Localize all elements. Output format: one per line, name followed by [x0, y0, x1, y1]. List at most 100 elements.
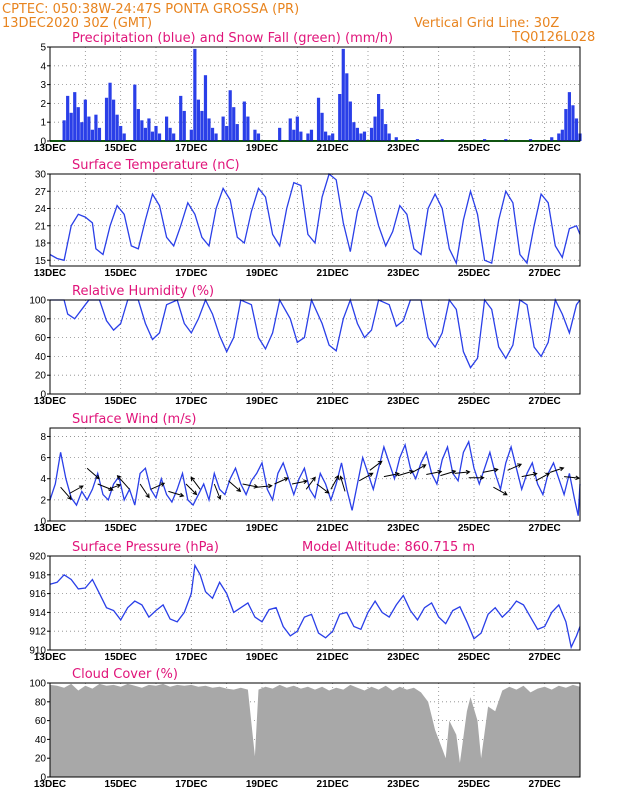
cloud-cover-xtick-label: 27DEC — [529, 779, 561, 790]
precip-bar — [345, 73, 349, 141]
pressure-xtick-label: 25DEC — [458, 652, 490, 663]
precip-bar — [168, 127, 172, 141]
precip-bar — [355, 127, 359, 141]
precip-bar — [165, 116, 169, 141]
precip-bar — [228, 90, 232, 141]
wind-vector-arrow — [440, 469, 457, 477]
precip-bar — [380, 109, 384, 141]
temperature-line — [49, 172, 581, 266]
wind-xtick-label: 21DEC — [317, 523, 349, 534]
precip-bar — [140, 120, 144, 141]
precip-bar — [359, 133, 363, 141]
wind-vector-arrow — [330, 474, 339, 490]
wind-vector-arrow — [69, 485, 84, 494]
precip-bar — [387, 133, 391, 141]
wind-vector-arrow — [213, 483, 222, 500]
pressure-annotation: Model Altitude: 860.715 m — [302, 540, 475, 555]
precipitation-title: Precipitation (blue) and Snow Fall (gree… — [72, 31, 393, 46]
precip-bar — [564, 109, 568, 141]
wind-vector-arrow — [507, 463, 523, 471]
wind-vector-arrow — [482, 467, 499, 473]
pressure-title: Surface Pressure (hPa) — [72, 540, 219, 555]
pressure-frame — [49, 555, 581, 651]
precip-bar — [221, 116, 225, 141]
pressure-ytick-label: 920 — [29, 552, 46, 563]
wind-line — [49, 439, 581, 516]
precip-bar — [147, 118, 151, 141]
wind-vector-arrow — [150, 482, 166, 490]
precip-bar — [108, 82, 112, 141]
precip-bar — [309, 129, 314, 141]
precipitation-ytick-label: 0 — [40, 137, 46, 148]
precip-bar — [560, 129, 564, 141]
precip-bar — [373, 116, 377, 141]
precip-bar — [528, 139, 533, 141]
precip-bar — [136, 109, 140, 141]
pressure-xtick-label: 27DEC — [529, 652, 561, 663]
precipitation-xtick-label: 25DEC — [458, 143, 490, 154]
cloud-cover-area — [50, 683, 580, 777]
humidity-ytick-label: 20 — [35, 371, 47, 382]
precip-bar — [571, 105, 575, 141]
precip-bar — [316, 97, 321, 141]
wind-ytick-label: 2 — [40, 495, 46, 506]
precip-bar — [384, 124, 388, 141]
wind-vector-arrow — [139, 483, 150, 499]
precipitation-frame — [49, 46, 581, 142]
pressure-ytick-label: 916 — [29, 589, 46, 600]
humidity-xtick-label: 21DEC — [317, 396, 349, 407]
humidity-xtick-label: 25DEC — [458, 396, 490, 407]
precip-bar — [76, 107, 80, 141]
humidity-ytick-label: 80 — [35, 314, 47, 325]
temperature-frame — [49, 173, 581, 267]
precipitation-ytick-label: 5 — [40, 43, 46, 54]
header-model-code: TQ0126L028 — [511, 30, 595, 45]
precip-bar — [299, 131, 303, 141]
humidity-ytick-label: 0 — [40, 390, 46, 401]
humidity-ytick-label: 40 — [35, 352, 47, 363]
precip-bar — [338, 94, 342, 141]
precip-bar — [235, 124, 239, 141]
precip-bar — [288, 118, 292, 141]
precip-bar — [133, 84, 137, 141]
humidity-xtick-label: 17DEC — [175, 396, 207, 407]
pressure-ytick-label: 912 — [29, 627, 46, 638]
precip-bar — [150, 131, 155, 141]
precip-bar — [66, 95, 70, 141]
temperature-ytick-label: 15 — [35, 256, 47, 267]
precip-bar — [348, 101, 352, 141]
precip-bar — [440, 139, 444, 141]
precip-bar — [246, 116, 250, 141]
pressure-xtick-label: 21DEC — [317, 652, 349, 663]
cloud-cover-xtick-label: 13DEC — [34, 779, 66, 790]
wind-vector-arrow — [190, 476, 201, 490]
precip-bar — [415, 139, 420, 141]
temperature-xtick-label: 19DEC — [246, 268, 278, 279]
precip-bar — [214, 133, 218, 141]
temperature-xtick-label: 15DEC — [105, 268, 137, 279]
precipitation-xtick-label: 21DEC — [317, 143, 349, 154]
cloud-cover-xtick-label: 15DEC — [105, 779, 137, 790]
wind-vector-arrow — [339, 475, 346, 492]
temperature-ytick-label: 21 — [35, 221, 47, 232]
humidity-xtick-label: 15DEC — [105, 396, 137, 407]
wind-xtick-label: 17DEC — [175, 523, 207, 534]
precip-bar — [94, 114, 98, 141]
wind-vector-arrow — [97, 483, 114, 491]
wind-panel: 0 2 4 6 8 13DEC 15DEC 17DEC 19DEC 21DEC 23DEC 25DEC… — [34, 412, 581, 534]
precip-bar — [203, 75, 208, 141]
precip-bar — [154, 125, 158, 141]
humidity-frame — [49, 299, 581, 395]
precip-bar — [200, 110, 204, 141]
temperature-xtick-label: 25DEC — [458, 268, 490, 279]
humidity-xtick-label: 19DEC — [246, 396, 278, 407]
precip-bar — [394, 137, 398, 141]
wind-vector-arrow — [305, 476, 316, 490]
wind-vector-arrow — [185, 483, 198, 496]
precip-bar — [377, 94, 381, 141]
precip-bar — [295, 116, 299, 141]
precip-bar — [119, 125, 123, 141]
precipitation-panel: 0 1 2 3 4 5 13DEC 15DEC 17DEC 19DEC 21DEC 23DEC 25DE… — [34, 31, 582, 154]
temperature-panel: 15 18 21 24 27 30 13DEC 15DEC 17DEC 19DEC 21DEC 23D… — [34, 158, 581, 279]
